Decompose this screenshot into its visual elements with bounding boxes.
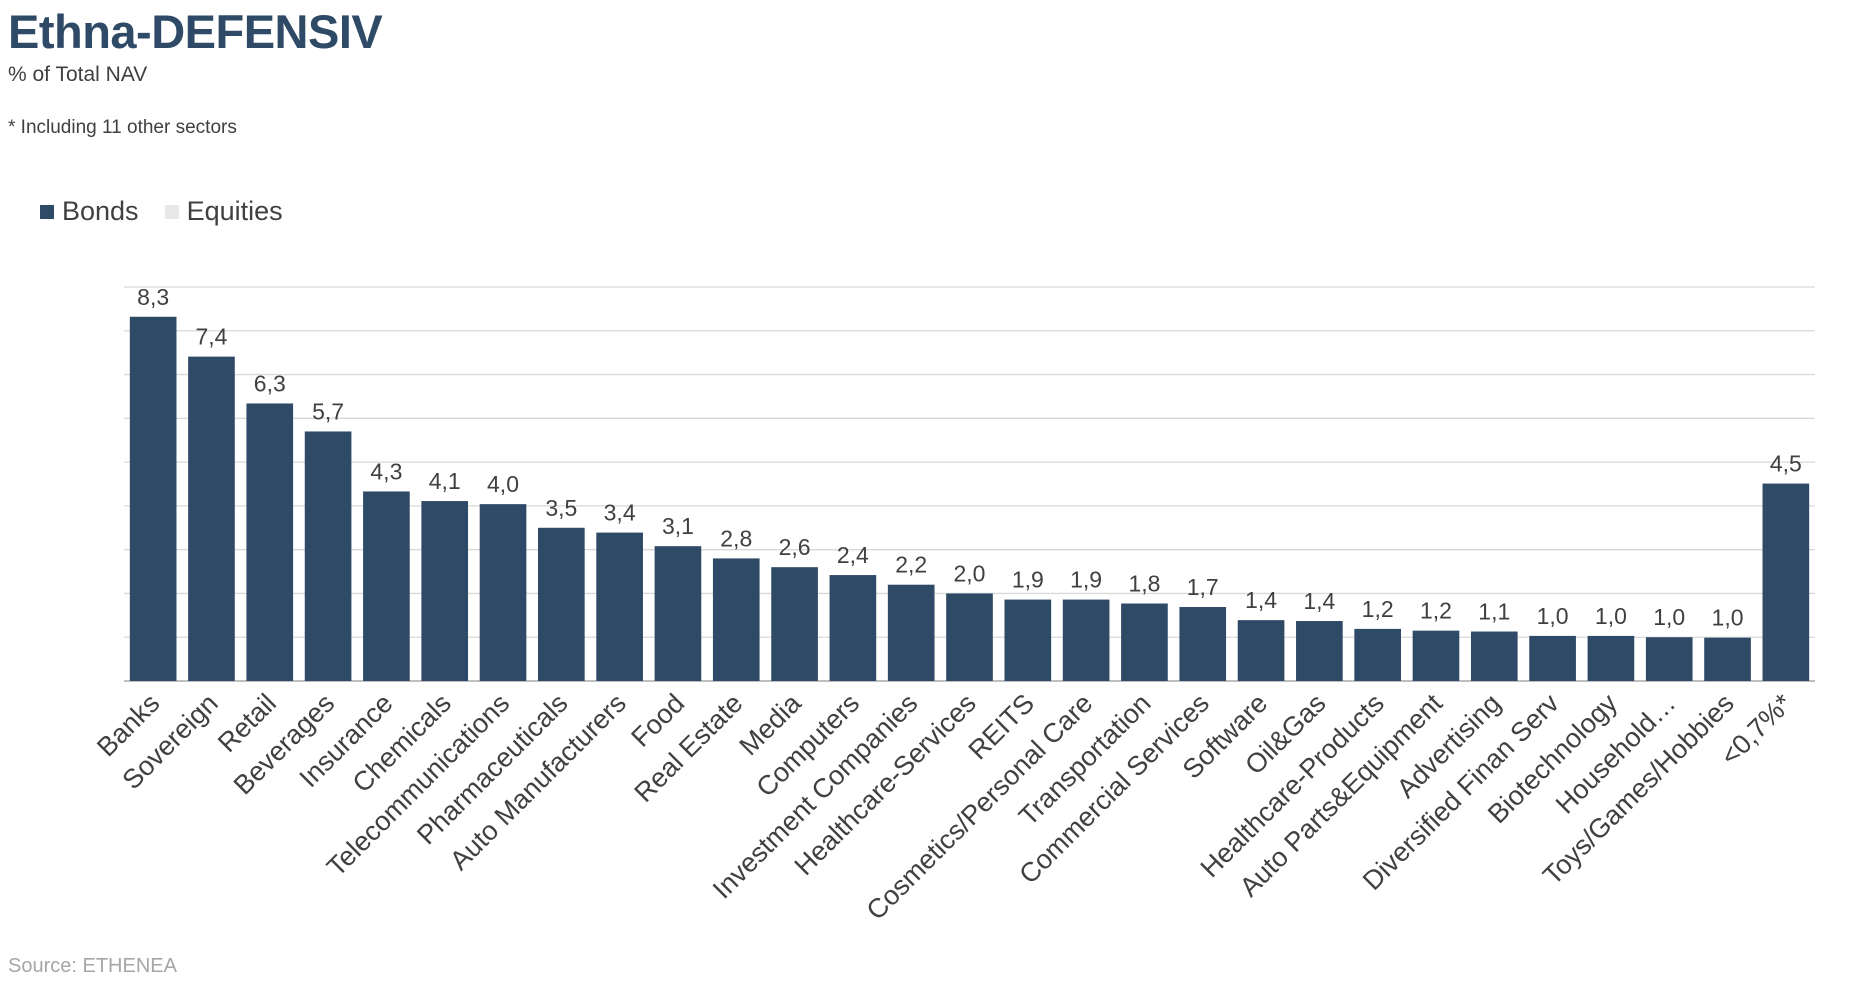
- bar-14: [946, 593, 993, 681]
- bar-13: [887, 584, 935, 681]
- bar-10: [712, 558, 760, 681]
- bar-0: [129, 316, 177, 681]
- legend-label-bonds: Bonds: [62, 196, 139, 226]
- legend-item-bonds: Bonds: [40, 196, 139, 227]
- bar-value-label-22: 1,2: [1420, 598, 1452, 624]
- bar-value-label-7: 3,5: [545, 495, 577, 521]
- bar-value-label-1: 7,4: [195, 324, 227, 350]
- bar-value-label-8: 3,4: [604, 500, 636, 526]
- bar-1: [188, 356, 235, 681]
- bar-3: [304, 431, 352, 681]
- bar-2: [246, 403, 294, 681]
- bar-23: [1470, 631, 1518, 681]
- bar-16: [1062, 599, 1110, 681]
- bar-28: [1762, 483, 1810, 681]
- bar-value-label-26: 1,0: [1653, 604, 1685, 630]
- legend-swatch-equities: [164, 204, 179, 219]
- bar-25: [1587, 635, 1635, 681]
- bar-24: [1529, 635, 1576, 681]
- bar-4: [363, 491, 410, 681]
- bar-value-label-28: 4,5: [1770, 451, 1802, 477]
- bar-value-label-13: 2,2: [895, 552, 927, 578]
- bar-value-label-21: 1,2: [1362, 596, 1394, 622]
- bar-value-label-14: 2,0: [954, 560, 986, 586]
- bar-6: [479, 504, 527, 681]
- bar-9: [654, 546, 702, 681]
- bar-27: [1704, 637, 1751, 681]
- bar-value-label-20: 1,4: [1303, 588, 1335, 614]
- footnote: * Including 11 other sectors: [8, 117, 237, 138]
- bar-value-label-16: 1,9: [1070, 567, 1102, 593]
- bar-value-label-3: 5,7: [312, 398, 344, 424]
- bar-value-label-2: 6,3: [254, 370, 286, 396]
- bar-15: [1004, 599, 1052, 681]
- bar-7: [538, 527, 585, 681]
- bar-value-label-24: 1,0: [1537, 603, 1569, 629]
- bar-value-label-27: 1,0: [1712, 605, 1744, 631]
- chart-subtitle: % of Total NAV: [8, 63, 148, 86]
- bar-value-label-9: 3,1: [662, 513, 694, 539]
- legend-swatch-bonds: [40, 204, 54, 219]
- bar-21: [1354, 628, 1401, 681]
- bar-value-label-11: 2,6: [779, 534, 811, 560]
- bar-11: [771, 567, 818, 681]
- bar-18: [1179, 607, 1227, 681]
- bar-5: [421, 501, 469, 681]
- bar-value-label-17: 1,8: [1128, 571, 1160, 597]
- bar-value-label-10: 2,8: [720, 525, 752, 551]
- bar-value-label-0: 8,3: [137, 284, 169, 310]
- bar-value-label-19: 1,4: [1245, 587, 1277, 613]
- bar-value-label-6: 4,0: [487, 471, 519, 497]
- source-note: Source: ETHENEA: [8, 955, 177, 977]
- bar-value-label-5: 4,1: [429, 468, 461, 494]
- bar-value-label-4: 4,3: [370, 458, 402, 484]
- bar-value-label-25: 1,0: [1595, 603, 1627, 629]
- chart-title: Ethna-DEFENSIV: [8, 5, 383, 58]
- bar-17: [1121, 603, 1168, 681]
- bar-12: [829, 575, 877, 681]
- bar-20: [1296, 621, 1343, 681]
- bar-26: [1645, 637, 1693, 681]
- bar-value-label-18: 1,7: [1187, 574, 1219, 600]
- bar-8: [596, 532, 643, 681]
- legend: Bonds Equities: [40, 196, 283, 227]
- bar-22: [1412, 630, 1460, 681]
- bar-19: [1237, 620, 1285, 681]
- bar-value-label-15: 1,9: [1012, 567, 1044, 593]
- bar-value-label-12: 2,4: [837, 542, 869, 568]
- legend-item-equities: Equities: [164, 196, 283, 227]
- legend-label-equities: Equities: [186, 196, 283, 226]
- bar-value-label-23: 1,1: [1478, 599, 1510, 625]
